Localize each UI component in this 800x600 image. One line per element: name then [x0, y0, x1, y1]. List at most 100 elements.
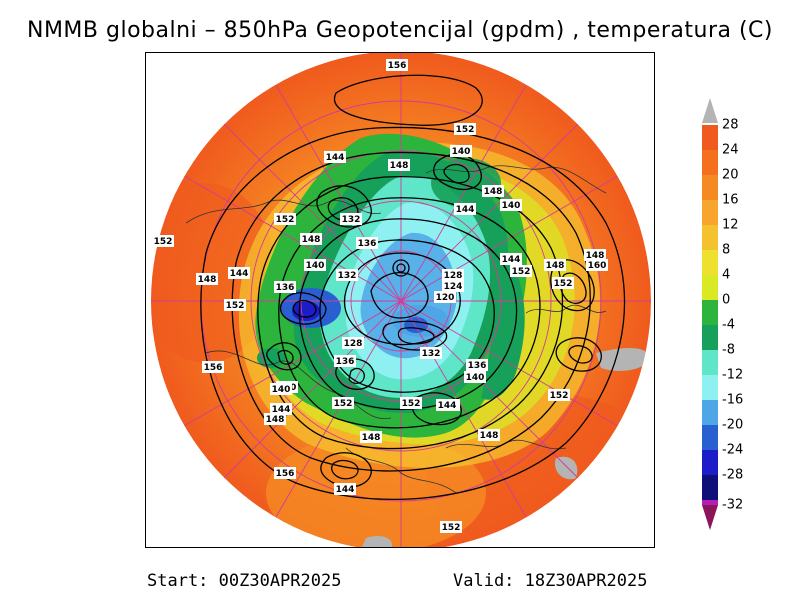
contour-label: 148: [584, 249, 606, 261]
contour-labels: 156 152 140 144 148 152 148 144 140 132 …: [152, 59, 608, 533]
colorbar-swatch: [702, 375, 718, 400]
colorbar-swatch: [702, 500, 718, 505]
svg-text:144: 144: [502, 255, 521, 265]
colorbar-label: -28: [722, 467, 744, 483]
svg-text:148: 148: [484, 187, 503, 197]
contour-label: 152: [224, 299, 246, 311]
forecast-valid-time: Valid: 18Z30APR2025: [453, 571, 648, 591]
colorbar-label: 24: [722, 142, 739, 158]
contour-label: 136: [356, 237, 378, 249]
contour-label: 148: [544, 259, 566, 271]
colorbar-label: 28: [722, 117, 739, 133]
contour-label: 152: [152, 235, 174, 247]
svg-text:152: 152: [512, 267, 531, 277]
svg-text:140: 140: [452, 147, 471, 157]
contour-label: 132: [336, 269, 358, 281]
colorbar-label: -12: [722, 367, 744, 383]
svg-text:132: 132: [422, 349, 441, 359]
svg-text:148: 148: [362, 433, 381, 443]
svg-text:156: 156: [388, 61, 407, 71]
svg-text:152: 152: [226, 301, 245, 311]
svg-text:128: 128: [444, 271, 463, 281]
contour-label: 140: [500, 199, 522, 211]
contour-label: 144: [500, 253, 522, 265]
colorbar-top-arrow: [702, 98, 718, 123]
colorbar-label: -8: [722, 342, 735, 358]
svg-text:140: 140: [466, 373, 485, 383]
contour-label: 152: [332, 397, 354, 409]
map-frame: 156 152 140 144 148 152 148 144 140 132 …: [145, 52, 655, 548]
svg-text:148: 148: [198, 275, 217, 285]
svg-text:148: 148: [302, 235, 321, 245]
colorbar-swatch: [702, 225, 718, 250]
map-title: NMMB globalni – 850hPa Geopotencijal (gp…: [26, 18, 773, 43]
colorbar-swatch: [702, 275, 718, 300]
colorbar-swatch: [702, 475, 718, 500]
contour-label: 144: [324, 151, 346, 163]
contour-label: 128: [342, 337, 364, 349]
contour-label: 156: [386, 59, 408, 71]
contour-label: 148: [300, 233, 322, 245]
contour-label: 136: [274, 281, 296, 293]
colorbar-swatch: [702, 250, 718, 275]
contour-label: 152: [552, 277, 574, 289]
polar-map: 156 152 140 144 148 152 148 144 140 132 …: [151, 53, 651, 547]
svg-text:152: 152: [550, 391, 569, 401]
svg-text:132: 132: [342, 215, 361, 225]
contour-label: 152: [400, 397, 422, 409]
contour-label: 132: [420, 347, 442, 359]
colorbar-swatch: [702, 325, 718, 350]
colorbar-label: -32: [722, 497, 744, 513]
colorbar-label: -20: [722, 417, 744, 433]
contour-label: 148: [264, 413, 286, 425]
svg-text:136: 136: [468, 361, 487, 371]
colorbar-swatch: [702, 300, 718, 325]
colorbar-swatch: [702, 175, 718, 200]
colorbar-label: 0: [722, 292, 731, 308]
contour-label: 148: [360, 431, 382, 443]
contour-label: 136: [466, 359, 488, 371]
contour-label: 144: [334, 483, 356, 495]
colorbar-swatch: [702, 150, 718, 175]
contour-label: 152: [510, 265, 532, 277]
geopotential-contours: [200, 74, 626, 500]
svg-text:140: 140: [502, 201, 521, 211]
svg-text:152: 152: [554, 279, 573, 289]
colorbar-swatch: [702, 400, 718, 425]
contour-label: 140: [464, 371, 486, 383]
contour-label: 152: [274, 213, 296, 225]
colorbar-label: 20: [722, 167, 739, 183]
svg-text:152: 152: [456, 125, 475, 135]
contour-label: 120: [434, 291, 456, 303]
colorbar-label: -24: [722, 442, 744, 458]
contour-label: 132: [340, 213, 362, 225]
svg-text:152: 152: [442, 523, 461, 533]
colorbar-label: 16: [722, 192, 739, 208]
contour-label: 152: [548, 389, 570, 401]
svg-text:148: 148: [266, 415, 285, 425]
colorbar-swatch: [702, 350, 718, 375]
colorbar-label: 12: [722, 217, 739, 233]
colorbar-swatch: [702, 425, 718, 450]
contour-label: 136: [334, 355, 356, 367]
svg-text:120: 120: [436, 293, 455, 303]
contour-label: 148: [196, 273, 218, 285]
colorbar-swatch: [702, 125, 718, 150]
contour-label: 140: [270, 383, 292, 395]
contour-label: 148: [482, 185, 504, 197]
svg-text:156: 156: [204, 363, 223, 373]
svg-text:136: 136: [276, 283, 295, 293]
contour-label: 124: [442, 280, 464, 292]
contour-label: 144: [454, 203, 476, 215]
svg-text:128: 128: [344, 339, 363, 349]
svg-text:148: 148: [480, 431, 499, 441]
temperature-colorbar: 28 24 20 16 12 8 4 0 -4 -8 -12 -16 -20 -…: [700, 98, 780, 538]
contour-label: 160: [586, 259, 608, 271]
contour-label: 152: [440, 521, 462, 533]
colorbar-bottom-arrow: [702, 505, 718, 530]
svg-text:152: 152: [402, 399, 421, 409]
svg-text:140: 140: [272, 385, 291, 395]
colorbar-swatches: [702, 98, 718, 530]
contour-label: 144: [436, 399, 458, 411]
svg-text:136: 136: [358, 239, 377, 249]
